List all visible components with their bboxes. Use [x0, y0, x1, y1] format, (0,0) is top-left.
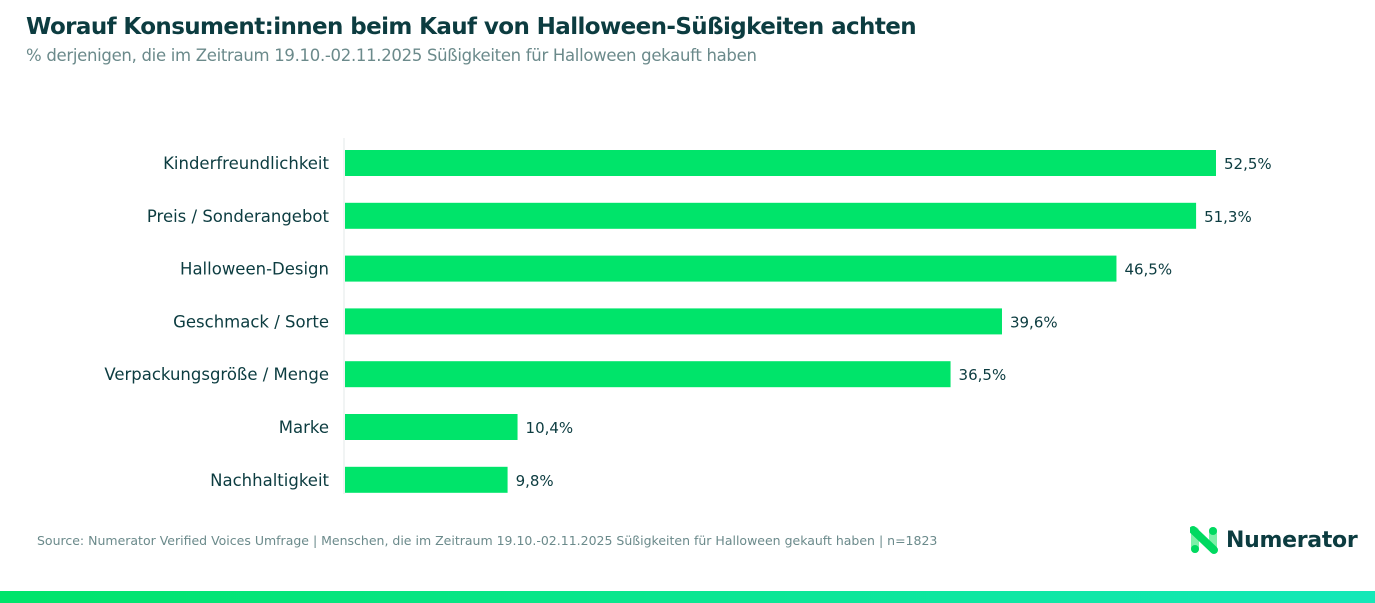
bar-chart: Kinderfreundlichkeit 52,5% Preis / Sondera… — [104, 138, 1272, 494]
data-label: 46,5% — [1124, 261, 1172, 279]
bottom-accent-bar — [0, 591, 1375, 603]
bar — [345, 150, 1216, 176]
data-label: 36,5% — [959, 366, 1007, 384]
numerator-n-logo-icon — [1190, 526, 1218, 554]
category-label: Nachhaltigkeit — [210, 471, 329, 490]
data-label: 39,6% — [1010, 313, 1058, 331]
data-label: 51,3% — [1204, 208, 1252, 226]
category-label: Preis / Sonderangebot — [147, 207, 330, 226]
chart-title: Worauf Konsument:innen beim Kauf von Hal… — [26, 14, 917, 40]
data-label: 10,4% — [526, 419, 574, 437]
data-label: 52,5% — [1224, 155, 1272, 173]
numerator-logo: Numerator — [1190, 526, 1358, 554]
category-label: Geschmack / Sorte — [173, 312, 329, 331]
source-note: Source: Numerator Verified Voices Umfrag… — [37, 533, 938, 548]
bar — [345, 308, 1002, 335]
category-label: Kinderfreundlichkeit — [163, 154, 329, 173]
bar — [345, 255, 1117, 282]
category-label: Halloween-Design — [180, 260, 329, 279]
bar — [345, 414, 518, 440]
chart-subtitle: % derjenigen, die im Zeitraum 19.10.-02.… — [26, 46, 757, 65]
category-label: Verpackungsgröße / Menge — [104, 365, 329, 384]
data-label: 9,8% — [516, 472, 554, 490]
bar — [345, 202, 1197, 229]
bar — [345, 466, 508, 493]
category-label: Marke — [279, 418, 329, 437]
logo-text: Numerator — [1226, 527, 1358, 553]
bar — [345, 361, 951, 388]
